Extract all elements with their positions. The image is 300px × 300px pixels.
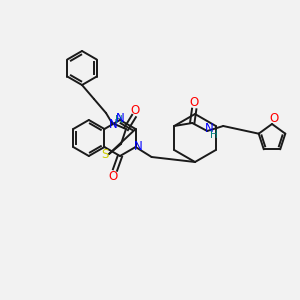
Text: H: H xyxy=(210,130,218,140)
Text: N: N xyxy=(134,140,143,154)
Text: N: N xyxy=(205,122,214,136)
Text: N: N xyxy=(116,112,124,124)
Text: S: S xyxy=(101,148,109,160)
Text: H: H xyxy=(115,115,123,125)
Text: O: O xyxy=(269,112,279,125)
Text: O: O xyxy=(130,103,140,116)
Text: N: N xyxy=(109,118,117,131)
Text: O: O xyxy=(190,97,199,110)
Text: O: O xyxy=(108,169,118,182)
